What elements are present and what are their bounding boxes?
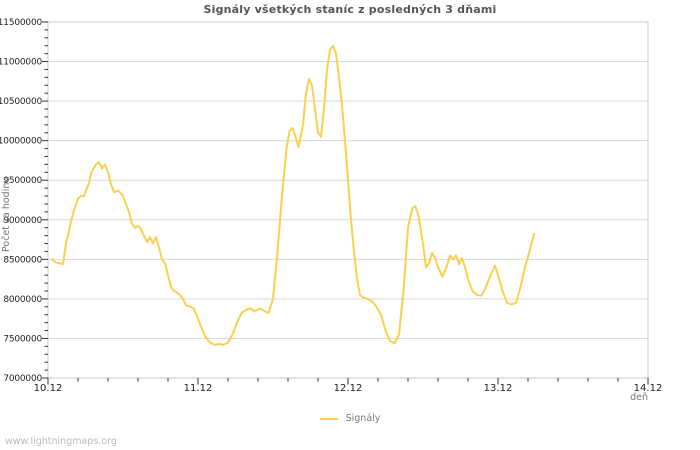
x-tick-label: 11.12 <box>184 383 213 394</box>
y-tick-label: 11500000 <box>0 18 42 28</box>
signaly-legend-line <box>319 417 338 420</box>
y-tick-label: 9500000 <box>3 176 42 186</box>
x-tick-label: 12.12 <box>334 383 363 394</box>
y-tick-label: 10000000 <box>0 137 42 147</box>
y-axis-label: Počet za hodinu <box>1 176 12 252</box>
signals-series-line <box>51 44 535 346</box>
x-tick-label: 13.12 <box>484 383 513 394</box>
y-tick-label: 8500000 <box>3 255 42 265</box>
watermark-text: www.lightningmaps.org <box>5 436 117 447</box>
y-tick-label: 11000000 <box>0 58 42 68</box>
y-tick-label: 9000000 <box>3 216 42 226</box>
legend: Signály <box>0 413 700 424</box>
x-axis-label: deň <box>630 392 648 403</box>
y-tick-label: 7500000 <box>3 334 42 344</box>
chart-title: Signály všetkých staníc z posledných 3 d… <box>203 3 497 16</box>
y-tick-label: 7000000 <box>3 374 42 384</box>
y-tick-label: 10500000 <box>0 97 42 107</box>
y-tick-label: 8000000 <box>3 295 42 305</box>
legend-label: Signály <box>345 413 381 424</box>
x-tick-label: 14.12 <box>634 383 663 394</box>
plot-frame <box>47 21 649 379</box>
x-tick-label: 10.12 <box>34 383 63 394</box>
